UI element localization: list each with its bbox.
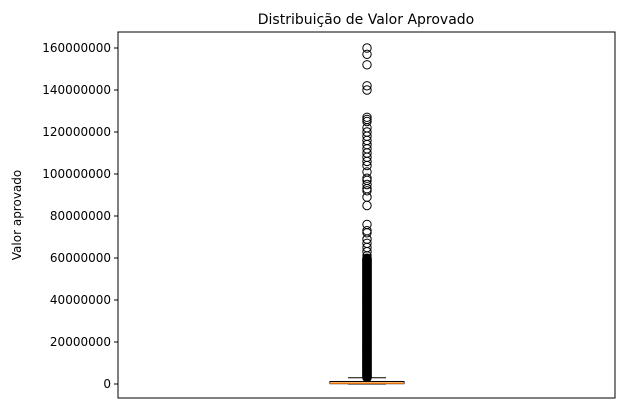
- outlier-point: [362, 43, 372, 53]
- y-tick-label: 100000000: [42, 167, 111, 181]
- y-tick-label: 160000000: [42, 41, 111, 55]
- outlier-point: [362, 160, 372, 171]
- outlier-point: [362, 251, 372, 261]
- outlier-point: [362, 179, 372, 190]
- outlier-point: [362, 114, 372, 125]
- outlier-point: [362, 85, 372, 95]
- outlier-point: [362, 60, 372, 70]
- box: [329, 377, 405, 385]
- outlier-point: [362, 192, 372, 202]
- plot-area-frame: [117, 31, 616, 399]
- y-tick-label: 40000000: [50, 293, 111, 307]
- outlier-point: [362, 226, 372, 236]
- y-tick-label: 60000000: [50, 251, 111, 265]
- y-axis-ticks: 0 20000000 40000000 60000000 80000000 1000000…: [42, 41, 118, 391]
- y-tick-label: 0: [103, 377, 111, 391]
- outlier-point: [362, 116, 372, 127]
- outlier-point: [362, 186, 372, 196]
- outlier-point: [362, 156, 372, 167]
- outlier-point: [362, 49, 372, 59]
- outlier-point: [362, 247, 372, 257]
- y-tick-label: 80000000: [50, 209, 111, 223]
- y-tick-label: 140000000: [42, 83, 111, 97]
- outlier-point: [362, 81, 372, 91]
- outlier-points: [362, 43, 372, 383]
- chart-title: Distribuição de Valor Aprovado: [258, 12, 475, 28]
- y-axis-label: Valor aprovado: [10, 170, 24, 260]
- y-tick-label: 120000000: [42, 125, 111, 139]
- outlier-point: [362, 253, 372, 263]
- outlier-point: [362, 200, 372, 211]
- y-tick-label: 20000000: [50, 335, 111, 349]
- outlier-point: [362, 228, 372, 238]
